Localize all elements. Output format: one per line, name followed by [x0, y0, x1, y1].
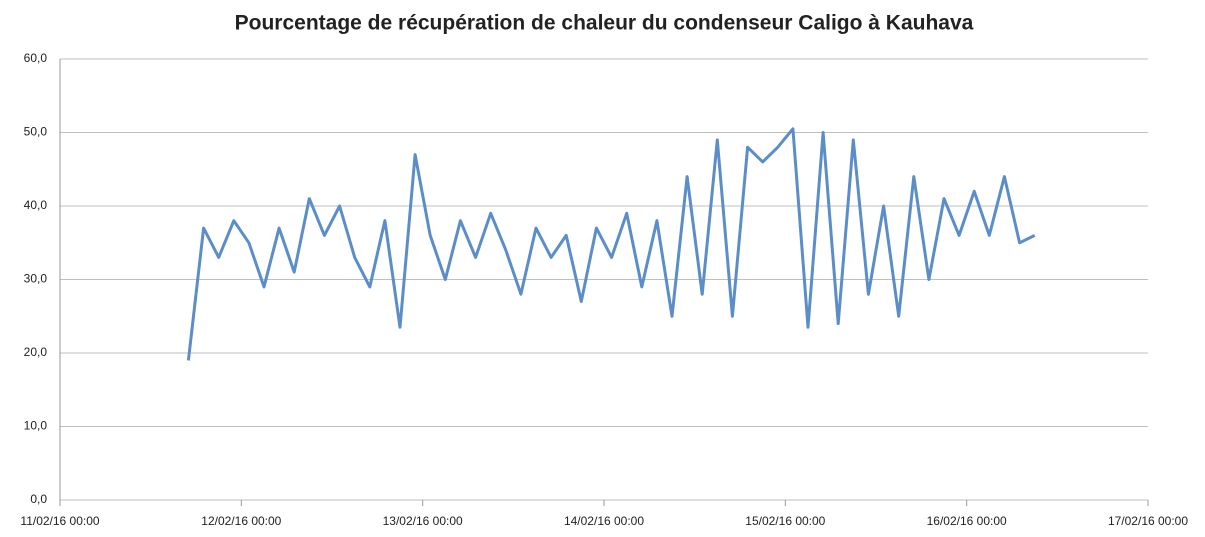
x-tick-label: 17/02/16 00:00: [1108, 514, 1188, 528]
chart-title: Pourcentage de récupération de chaleur d…: [235, 12, 974, 35]
y-tick-label: 0,0: [30, 492, 47, 506]
y-tick-label: 30,0: [24, 272, 48, 286]
data-line: [186, 127, 1036, 361]
y-tick-label: 40,0: [24, 198, 48, 212]
y-tick-label: 20,0: [24, 345, 48, 359]
x-tick-label: 15/02/16 00:00: [745, 514, 825, 528]
x-tick-label: 14/02/16 00:00: [564, 514, 644, 528]
y-tick-label: 10,0: [24, 419, 48, 433]
x-tick-label: 16/02/16 00:00: [927, 514, 1007, 528]
y-tick-label: 60,0: [24, 51, 48, 65]
x-tick-label: 13/02/16 00:00: [383, 514, 463, 528]
x-tick-label: 12/02/16 00:00: [201, 514, 281, 528]
x-tick-label: 11/02/16 00:00: [20, 514, 100, 528]
y-tick-label: 50,0: [24, 125, 48, 139]
